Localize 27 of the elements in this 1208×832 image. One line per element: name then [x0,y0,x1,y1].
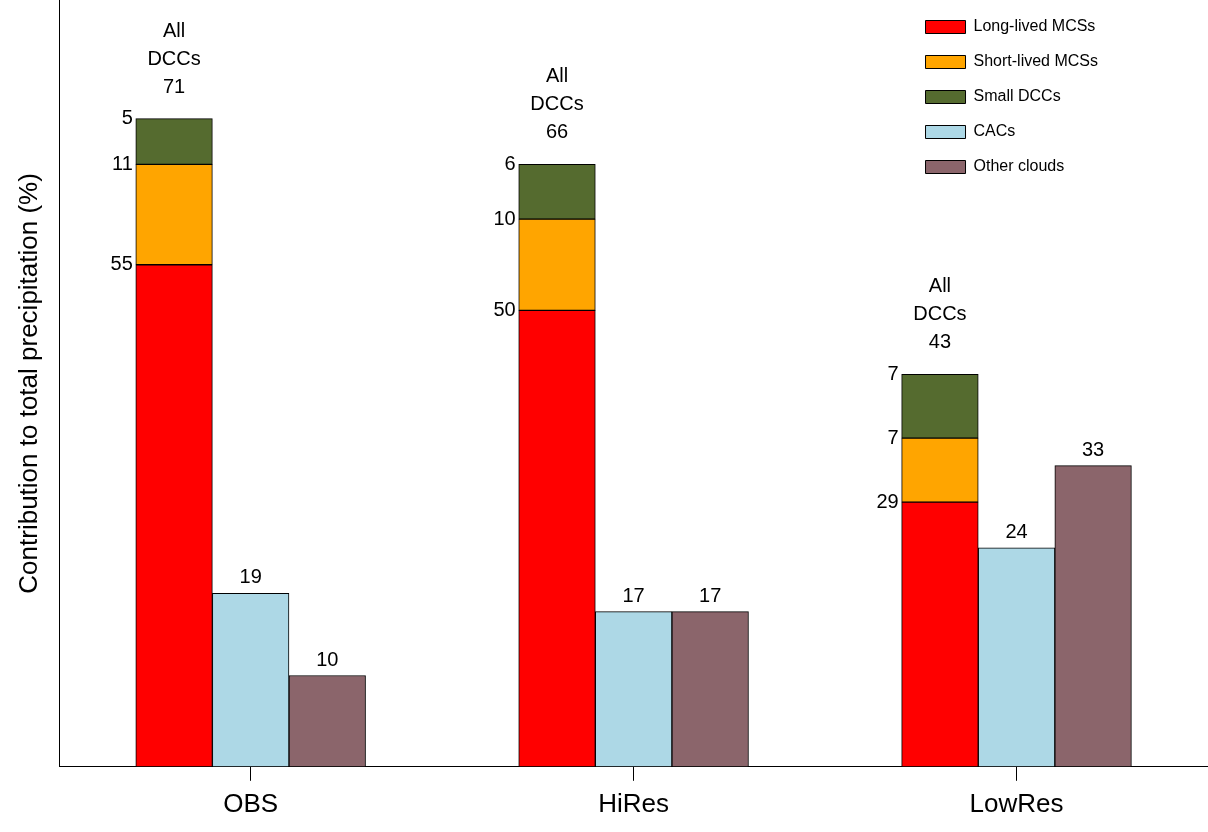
legend-label: CACs [973,122,1016,140]
total-label: All DCCs 71 [147,18,201,97]
legend-label: Small DCCs [973,87,1061,105]
data-label: 7 [887,361,899,384]
x-tick-label: HiRes [598,787,669,818]
total-label: All DCCs 66 [530,64,584,143]
legend-label: Other clouds [973,157,1065,175]
data-label: 55 [110,252,133,275]
y-axis-title: Contribution to total precipitation (%) [12,173,43,594]
data-label: 7 [887,425,899,448]
data-label: 10 [316,647,339,670]
data-label: 50 [493,297,516,320]
data-label: 33 [1081,437,1105,460]
data-label: 10 [493,206,516,229]
legend-label: Long-lived MCSs [973,17,1096,35]
data-label: 5 [121,106,133,129]
data-label: 11 [112,151,133,174]
legend-label: Short-lived MCSs [973,52,1099,70]
data-label: 17 [699,583,722,606]
data-label: 29 [876,489,899,512]
total-label: All DCCs 43 [913,274,967,353]
data-label: 6 [504,151,516,174]
x-tick-label: LowRes [969,787,1064,818]
data-label: 17 [622,583,645,606]
data-label: 24 [1005,519,1028,542]
x-tick-label: OBS [223,787,279,818]
data-label: 19 [239,565,262,588]
